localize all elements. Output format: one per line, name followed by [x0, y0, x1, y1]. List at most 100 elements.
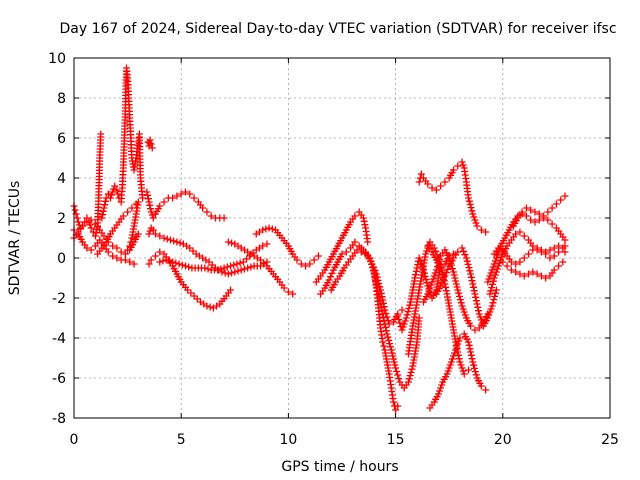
data-point	[145, 260, 153, 268]
data-point	[427, 281, 435, 289]
data-point	[561, 242, 569, 250]
data-point	[470, 361, 478, 369]
data-point	[169, 258, 177, 266]
data-point	[491, 292, 499, 300]
data-point	[73, 214, 81, 222]
data-point	[398, 326, 406, 334]
data-point	[535, 210, 543, 218]
data-point	[467, 270, 475, 278]
data-point	[432, 186, 440, 194]
data-point	[446, 361, 454, 369]
data-point	[394, 312, 402, 320]
data-point	[156, 258, 164, 266]
data-point	[470, 364, 478, 372]
data-point	[424, 290, 432, 298]
data-point	[487, 269, 495, 277]
data-point	[459, 305, 467, 313]
data-point	[561, 192, 569, 200]
data-point	[444, 265, 452, 273]
data-point	[421, 272, 429, 280]
data-point	[124, 208, 132, 216]
data-point	[429, 275, 437, 283]
data-point	[146, 136, 154, 144]
data-point	[477, 316, 485, 324]
data-point	[110, 185, 118, 193]
data-point	[147, 256, 155, 264]
data-point	[169, 194, 177, 202]
data-point	[537, 246, 545, 254]
data-point	[163, 235, 171, 243]
data-point	[507, 266, 515, 274]
data-point	[413, 264, 421, 272]
data-point	[185, 263, 193, 271]
data-point	[455, 292, 463, 300]
data-point	[462, 254, 470, 262]
data-point	[492, 268, 500, 276]
data-point	[447, 358, 455, 366]
data-point	[380, 342, 388, 350]
data-point	[370, 270, 378, 278]
y-tick-label: -2	[52, 291, 66, 307]
data-point	[190, 194, 198, 202]
data-point	[546, 254, 554, 262]
data-point	[302, 262, 310, 270]
data-point	[516, 258, 524, 266]
data-point	[184, 286, 192, 294]
data-point	[555, 262, 563, 270]
data-point	[99, 211, 107, 219]
data-point	[489, 299, 497, 307]
data-point	[231, 268, 239, 276]
data-point	[379, 313, 387, 321]
data-point	[412, 267, 420, 275]
data-point	[507, 258, 515, 266]
data-point	[381, 320, 389, 328]
data-point	[126, 258, 134, 266]
data-point	[461, 311, 469, 319]
data-point	[459, 367, 467, 375]
data-point	[525, 250, 533, 258]
data-point	[389, 355, 397, 363]
data-point	[156, 232, 164, 240]
data-point	[385, 336, 393, 344]
data-point	[268, 225, 276, 233]
data-point	[156, 248, 164, 256]
data-point	[372, 277, 380, 285]
data-point	[488, 302, 496, 310]
data-point	[466, 267, 474, 275]
data-point	[351, 238, 359, 246]
data-point	[109, 252, 117, 260]
y-tick-label: 8	[57, 91, 66, 107]
data-point	[149, 226, 157, 234]
data-point	[143, 188, 151, 196]
data-point	[357, 248, 365, 256]
data-point	[379, 310, 387, 318]
data-point	[162, 256, 170, 264]
data-point	[469, 210, 477, 218]
data-point	[362, 250, 370, 258]
data-point	[458, 158, 466, 166]
data-point	[550, 266, 558, 274]
data-point	[467, 322, 475, 330]
data-point	[408, 365, 416, 373]
data-point	[452, 280, 460, 288]
data-point	[234, 267, 242, 275]
data-point	[181, 262, 189, 270]
data-point	[297, 260, 305, 268]
data-point	[173, 238, 181, 246]
data-point	[460, 370, 468, 378]
data-point	[224, 238, 232, 246]
data-point	[471, 368, 479, 376]
data-point	[470, 213, 478, 221]
data-point	[176, 239, 184, 247]
data-point	[492, 254, 500, 262]
x-tick-label: 0	[70, 432, 79, 448]
data-point	[461, 251, 469, 259]
data-point	[224, 270, 232, 278]
data-point	[382, 323, 390, 331]
data-point	[426, 284, 434, 292]
data-point	[104, 190, 112, 198]
data-point	[160, 234, 168, 242]
data-points-layer	[70, 64, 569, 414]
data-point	[342, 248, 350, 256]
data-point	[512, 268, 520, 276]
